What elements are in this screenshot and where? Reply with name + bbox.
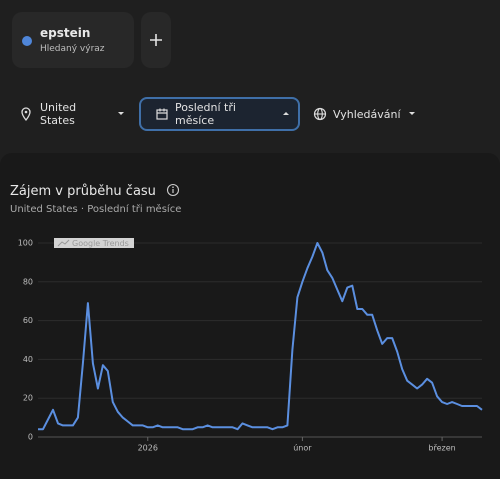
caret-down [118, 112, 124, 115]
y-tick-label: 60 [23, 316, 33, 325]
x-tick-label: únor [293, 444, 312, 453]
watermark-icon [57, 239, 70, 247]
panel-title-text: Zájem v průběhu času [10, 184, 156, 199]
search-term: epstein [40, 26, 91, 40]
globe-icon [313, 107, 327, 121]
y-tick-label: 0 [28, 433, 33, 442]
panel-title: Zájem v průběhu času [10, 183, 180, 199]
watermark-text: Google Trends [72, 239, 129, 248]
filter-label: United States [40, 101, 77, 127]
info-icon[interactable] [166, 183, 180, 197]
x-tick-label: březen [428, 444, 455, 453]
y-tick-label: 20 [23, 394, 33, 403]
y-tick-label: 40 [23, 355, 33, 364]
time-filter[interactable]: Poslední tři měsíce [139, 97, 300, 131]
filter-label: Vyhledávání [333, 107, 401, 121]
location-icon [21, 107, 31, 122]
chart-panel [0, 153, 500, 479]
watermark-bg [54, 238, 134, 248]
x-tick-label: 2026 [138, 444, 158, 453]
plus-icon [150, 34, 162, 46]
property-filter[interactable]: Vyhledávání [312, 97, 422, 131]
caret-down [408, 112, 415, 115]
search-term-card[interactable]: epstein Hledaný výraz [12, 12, 134, 68]
location-filter[interactable]: United States [18, 97, 130, 131]
search-term-label: Hledaný výraz [40, 44, 105, 54]
y-tick-label: 80 [23, 277, 33, 286]
y-tick-label: 100 [18, 239, 33, 248]
add-term-button[interactable] [141, 12, 171, 68]
series-dot [22, 36, 32, 46]
panel-subtitle: United States · Poslední tři měsíce [10, 204, 182, 215]
filter-label: Poslední tři měsíce [175, 101, 236, 127]
calendar-icon [156, 108, 168, 120]
trend-line [38, 242, 483, 431]
caret-up [283, 112, 289, 115]
